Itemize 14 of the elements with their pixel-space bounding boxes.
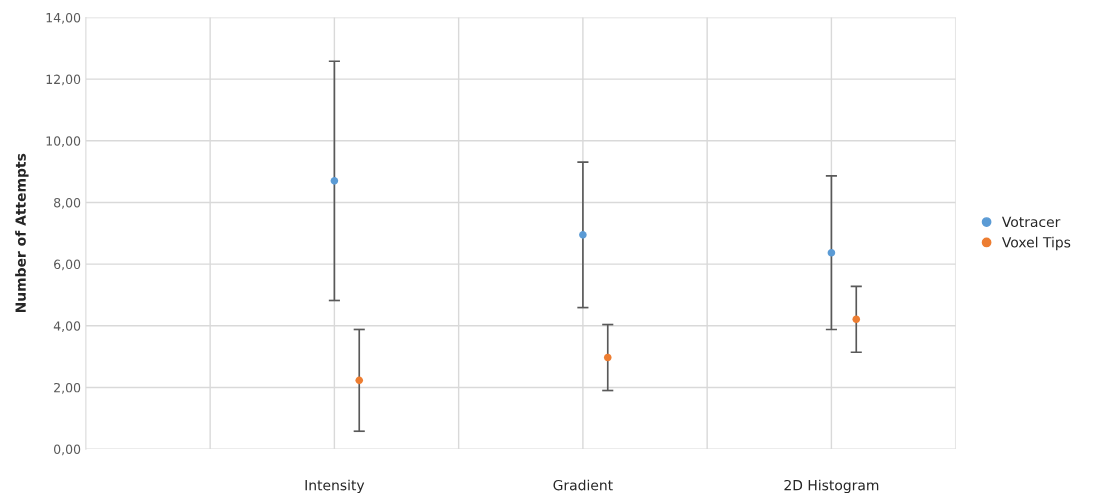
y-tick-label: 6,00	[54, 259, 81, 271]
legend-label: Voxel Tips	[1001, 236, 1071, 251]
y-tick-label: 4,00	[53, 321, 81, 332]
y-axis-title: Number of Attempts	[15, 153, 29, 313]
y-tick-label: 0,00	[54, 444, 81, 456]
x-tick-label: Intensity	[305, 479, 365, 494]
legend-label: Votracer	[1001, 216, 1061, 228]
y-tick-label: 8,00	[54, 197, 81, 209]
y-tick-label: 10,00	[46, 136, 81, 147]
y-tick-label: 14,00	[46, 12, 81, 24]
x-tick-label: 2D Histogram	[784, 479, 879, 494]
x-tick-label: Gradient	[553, 479, 613, 491]
y-tick-label: 12,00	[46, 74, 81, 86]
y-tick-label: 2,00	[54, 382, 81, 394]
